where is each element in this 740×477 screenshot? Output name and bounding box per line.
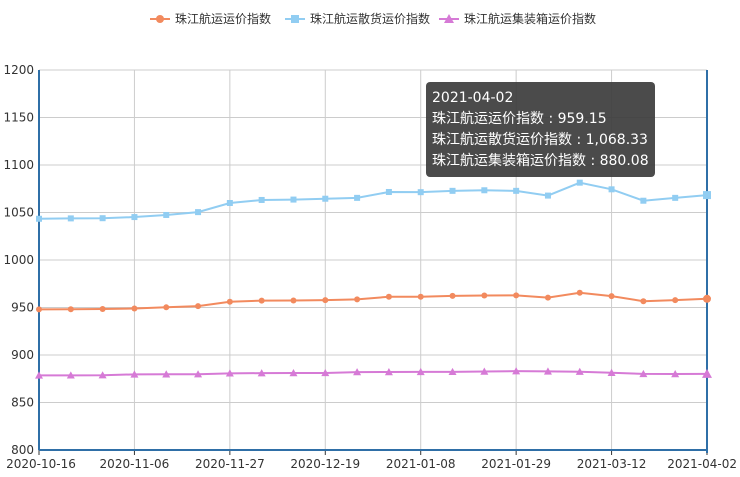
data-point [543, 367, 552, 375]
data-point [131, 214, 138, 221]
data-point [671, 370, 680, 378]
data-point [226, 200, 233, 206]
data-point [576, 179, 583, 186]
tooltip-line-container: 珠江航运集装箱运价指数 : 880.08 [432, 153, 649, 169]
tooltip-line-bulk: 珠江航运散货运价指数 : 1,068.33 [432, 132, 648, 148]
series-line-1 [38, 291, 708, 311]
legend-marker [156, 15, 164, 23]
y-tick-label: 1050 [3, 206, 34, 220]
data-point [544, 192, 551, 199]
y-tick-label: 1100 [3, 158, 34, 172]
data-point [131, 305, 138, 312]
data-point [322, 297, 329, 304]
data-point [163, 211, 170, 218]
data-point [98, 371, 107, 379]
data-point [703, 294, 711, 303]
data-point [608, 293, 615, 300]
x-tick-label: 2021-04-02 [667, 457, 737, 471]
data-point [194, 370, 203, 378]
data-point [481, 187, 488, 194]
data-point [163, 304, 170, 311]
data-point [385, 293, 392, 300]
data-point [607, 368, 616, 376]
data-point [576, 289, 583, 296]
data-point [36, 306, 42, 313]
data-point [354, 194, 361, 201]
y-tick-label: 1150 [3, 111, 34, 125]
data-point [639, 369, 648, 378]
data-point [544, 294, 551, 301]
data-point [321, 368, 330, 377]
data-point [416, 367, 425, 376]
data-point [195, 209, 202, 216]
tooltip-date: 2021-04-02 [432, 90, 514, 106]
data-point [384, 368, 393, 376]
data-point [258, 297, 265, 304]
data-point [703, 191, 711, 200]
series-line-2 [38, 181, 708, 220]
data-point [640, 298, 647, 305]
data-point [289, 369, 298, 377]
data-point [322, 195, 329, 202]
data-point [35, 371, 43, 379]
data-point [512, 367, 521, 375]
data-point [640, 197, 647, 204]
data-point [608, 186, 615, 193]
legend-label: 珠江航运运价指数 [175, 11, 271, 26]
data-point [290, 297, 297, 304]
data-point [513, 187, 520, 194]
data-point [130, 370, 139, 378]
y-tick-label: 950 [11, 301, 34, 315]
data-point [353, 368, 362, 376]
data-point [448, 367, 457, 376]
data-point [385, 188, 392, 195]
data-point [226, 298, 233, 305]
x-tick-label: 2020-11-06 [100, 457, 170, 471]
data-tooltip: 2021-04-02 珠江航运运价指数 : 959.15 珠江航运散货运价指数 … [426, 82, 655, 177]
data-point [702, 368, 712, 378]
data-point [99, 215, 106, 222]
data-point [417, 293, 424, 300]
y-tick-label: 850 [11, 396, 34, 410]
data-point [290, 196, 297, 203]
data-point [672, 194, 679, 201]
data-point [99, 306, 106, 313]
data-point [258, 196, 265, 203]
data-point [67, 215, 74, 222]
legend-label: 珠江航运散货运价指数 [310, 11, 430, 26]
x-tick-label: 2021-01-08 [386, 457, 456, 471]
data-point [257, 369, 266, 377]
x-tick-label: 2020-10-16 [6, 457, 76, 471]
data-point [195, 303, 202, 310]
data-point [449, 292, 456, 299]
data-point [449, 187, 456, 194]
data-point [513, 292, 520, 299]
x-tick-label: 2021-03-12 [577, 457, 647, 471]
data-point [66, 371, 75, 379]
data-point [354, 296, 361, 303]
x-tick-label: 2020-12-19 [290, 457, 360, 471]
tooltip-line-freight: 珠江航运运价指数 : 959.15 [432, 111, 607, 127]
data-point [481, 292, 488, 299]
data-point [67, 306, 74, 313]
legend-label: 珠江航运集装箱运价指数 [464, 11, 596, 26]
x-tick-label: 2020-11-27 [195, 457, 265, 471]
y-tick-label: 800 [11, 443, 34, 457]
data-point [575, 367, 584, 375]
data-point [417, 189, 424, 196]
data-point [36, 215, 42, 222]
data-point [162, 370, 171, 378]
y-tick-label: 900 [11, 348, 34, 362]
y-tick-label: 1200 [3, 63, 34, 77]
legend-marker [444, 14, 454, 23]
series-line-3 [38, 370, 708, 377]
data-point [480, 367, 489, 375]
data-point [672, 297, 679, 304]
x-tick-label: 2021-01-29 [481, 457, 551, 471]
legend-marker [291, 15, 299, 23]
y-tick-label: 1000 [3, 253, 34, 267]
data-point [225, 369, 234, 377]
